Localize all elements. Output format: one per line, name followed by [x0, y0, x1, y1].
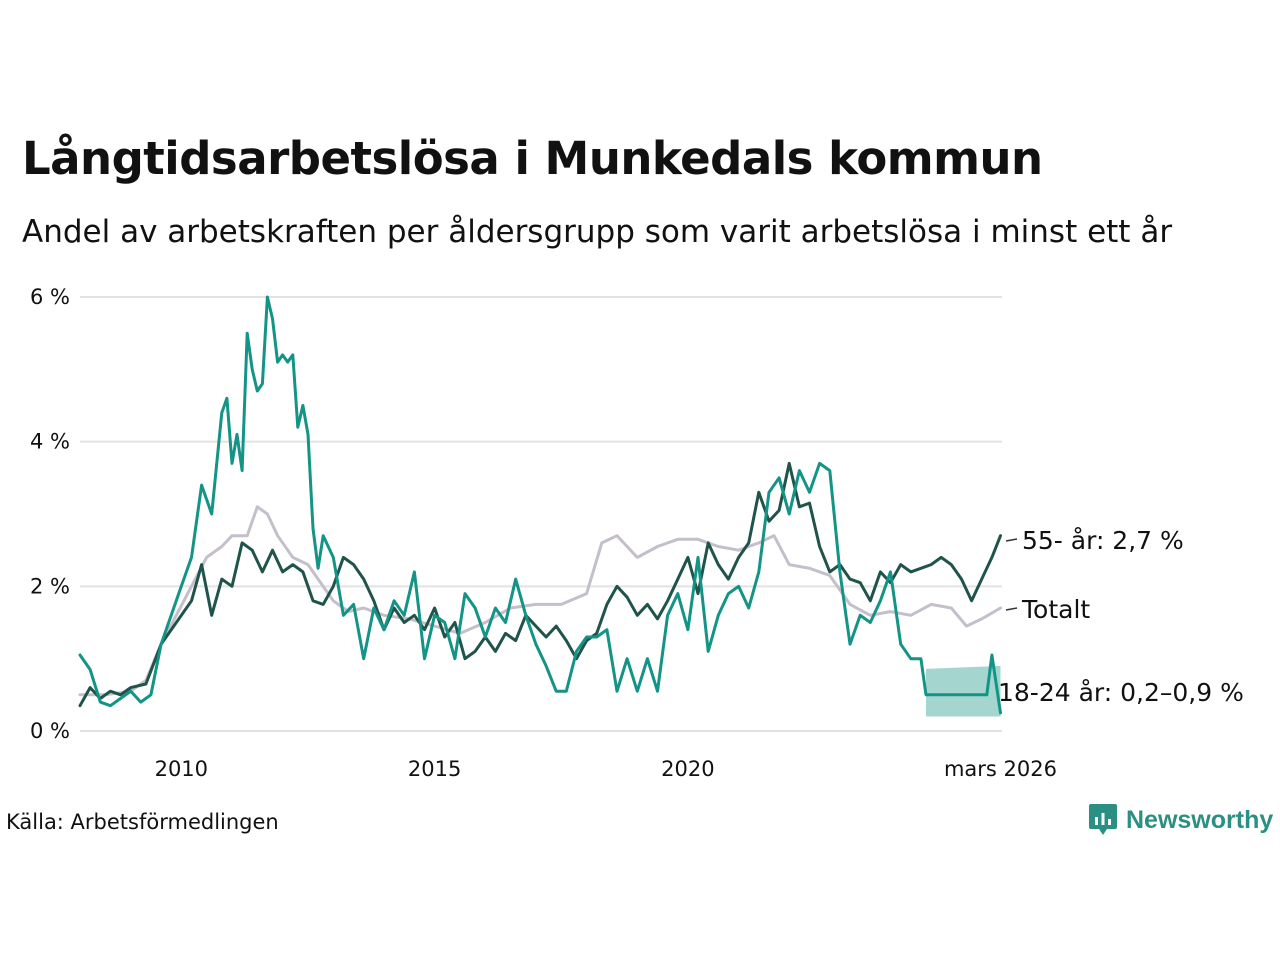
page-subtitle: Andel av arbetskraften per åldersgrupp s… — [22, 214, 1173, 250]
series-lines — [78, 295, 1002, 715]
series-end-label: 18-24 år: 0,2–0,9 % — [998, 678, 1244, 707]
brand-logo: Newsworthy — [1088, 803, 1273, 837]
x-tick-label: 2020 — [661, 757, 714, 781]
x-axis-ticks: 2010 2015 2020 mars 2026 — [155, 757, 1057, 781]
x-tick-label: 2015 — [408, 757, 461, 781]
series-line-total — [78, 505, 1002, 697]
brand-name: Newsworthy — [1126, 805, 1274, 834]
series-end-label: Totalt — [1021, 595, 1090, 624]
y-tick-label: 2 % — [30, 574, 70, 598]
label-leader — [1005, 538, 1018, 542]
page-title: Långtidsarbetslösa i Munkedals kommun — [22, 132, 1043, 185]
series-line-older — [78, 461, 1002, 708]
x-tick-label: mars 2026 — [944, 757, 1057, 781]
newsworthy-logo-icon — [1089, 804, 1117, 835]
series-line-young — [78, 295, 1002, 715]
y-tick-label: 4 % — [30, 430, 70, 454]
label-leader — [1005, 607, 1018, 611]
gridlines — [80, 296, 1002, 732]
y-axis-ticks: 0 % 2 % 4 % 6 % — [30, 285, 70, 743]
x-tick-label: 2010 — [155, 757, 208, 781]
series-end-label: 55- år: 2,7 % — [1022, 526, 1184, 555]
y-tick-label: 0 % — [30, 719, 70, 743]
y-tick-label: 6 % — [30, 285, 70, 309]
range-band — [926, 665, 1001, 717]
series-labels: Totalt 55- år: 2,7 % 18-24 år: 0,2–0,9 % — [998, 526, 1244, 707]
uncertainty-band-layer — [926, 665, 1001, 717]
source-note: Källa: Arbetsförmedlingen — [6, 810, 279, 834]
